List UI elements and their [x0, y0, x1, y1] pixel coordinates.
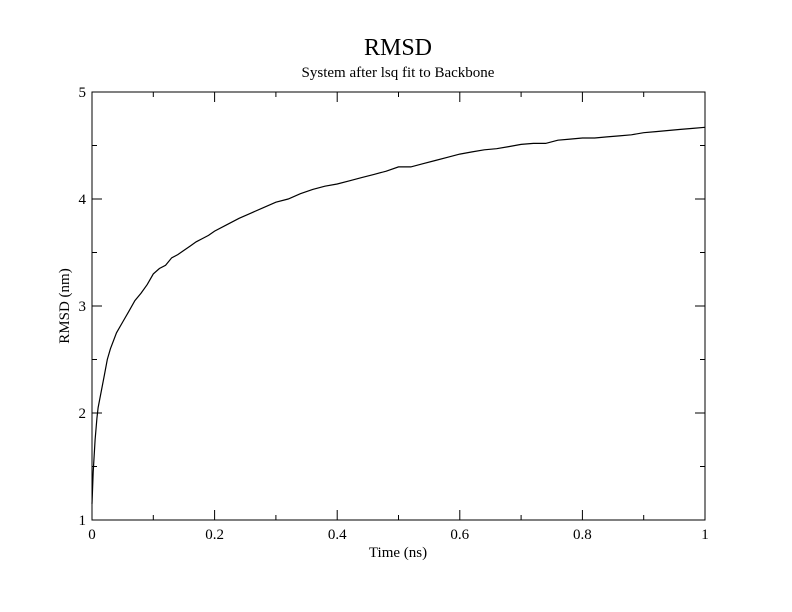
- x-tick-label: 1: [701, 527, 709, 543]
- y-tick-label: 3: [79, 299, 87, 315]
- x-axis-label: Time (ns): [369, 545, 427, 561]
- y-tick-label: 4: [79, 192, 87, 208]
- chart-title: RMSD: [364, 35, 432, 61]
- y-tick-label: 1: [79, 513, 87, 529]
- chart-subtitle: System after lsq fit to Backbone: [302, 65, 495, 81]
- x-tick-label: 0.4: [328, 527, 347, 543]
- x-tick-label: 0.6: [450, 527, 469, 543]
- x-tick-label: 0.8: [573, 527, 592, 543]
- plot-frame: [91, 91, 706, 521]
- y-tick-label: 5: [79, 85, 87, 101]
- x-tick-label: 0.2: [205, 527, 224, 543]
- y-axis-label: RMSD (nm): [57, 268, 73, 343]
- x-tick-label: 0: [88, 527, 96, 543]
- axis-ticks: [91, 91, 706, 521]
- y-tick-label: 2: [79, 406, 87, 422]
- rmsd-series-line: [91, 126, 706, 504]
- axis-tick-labels: 0 0.2 0.4 0.6 0.8 1 1 2 3 4 5: [79, 85, 709, 543]
